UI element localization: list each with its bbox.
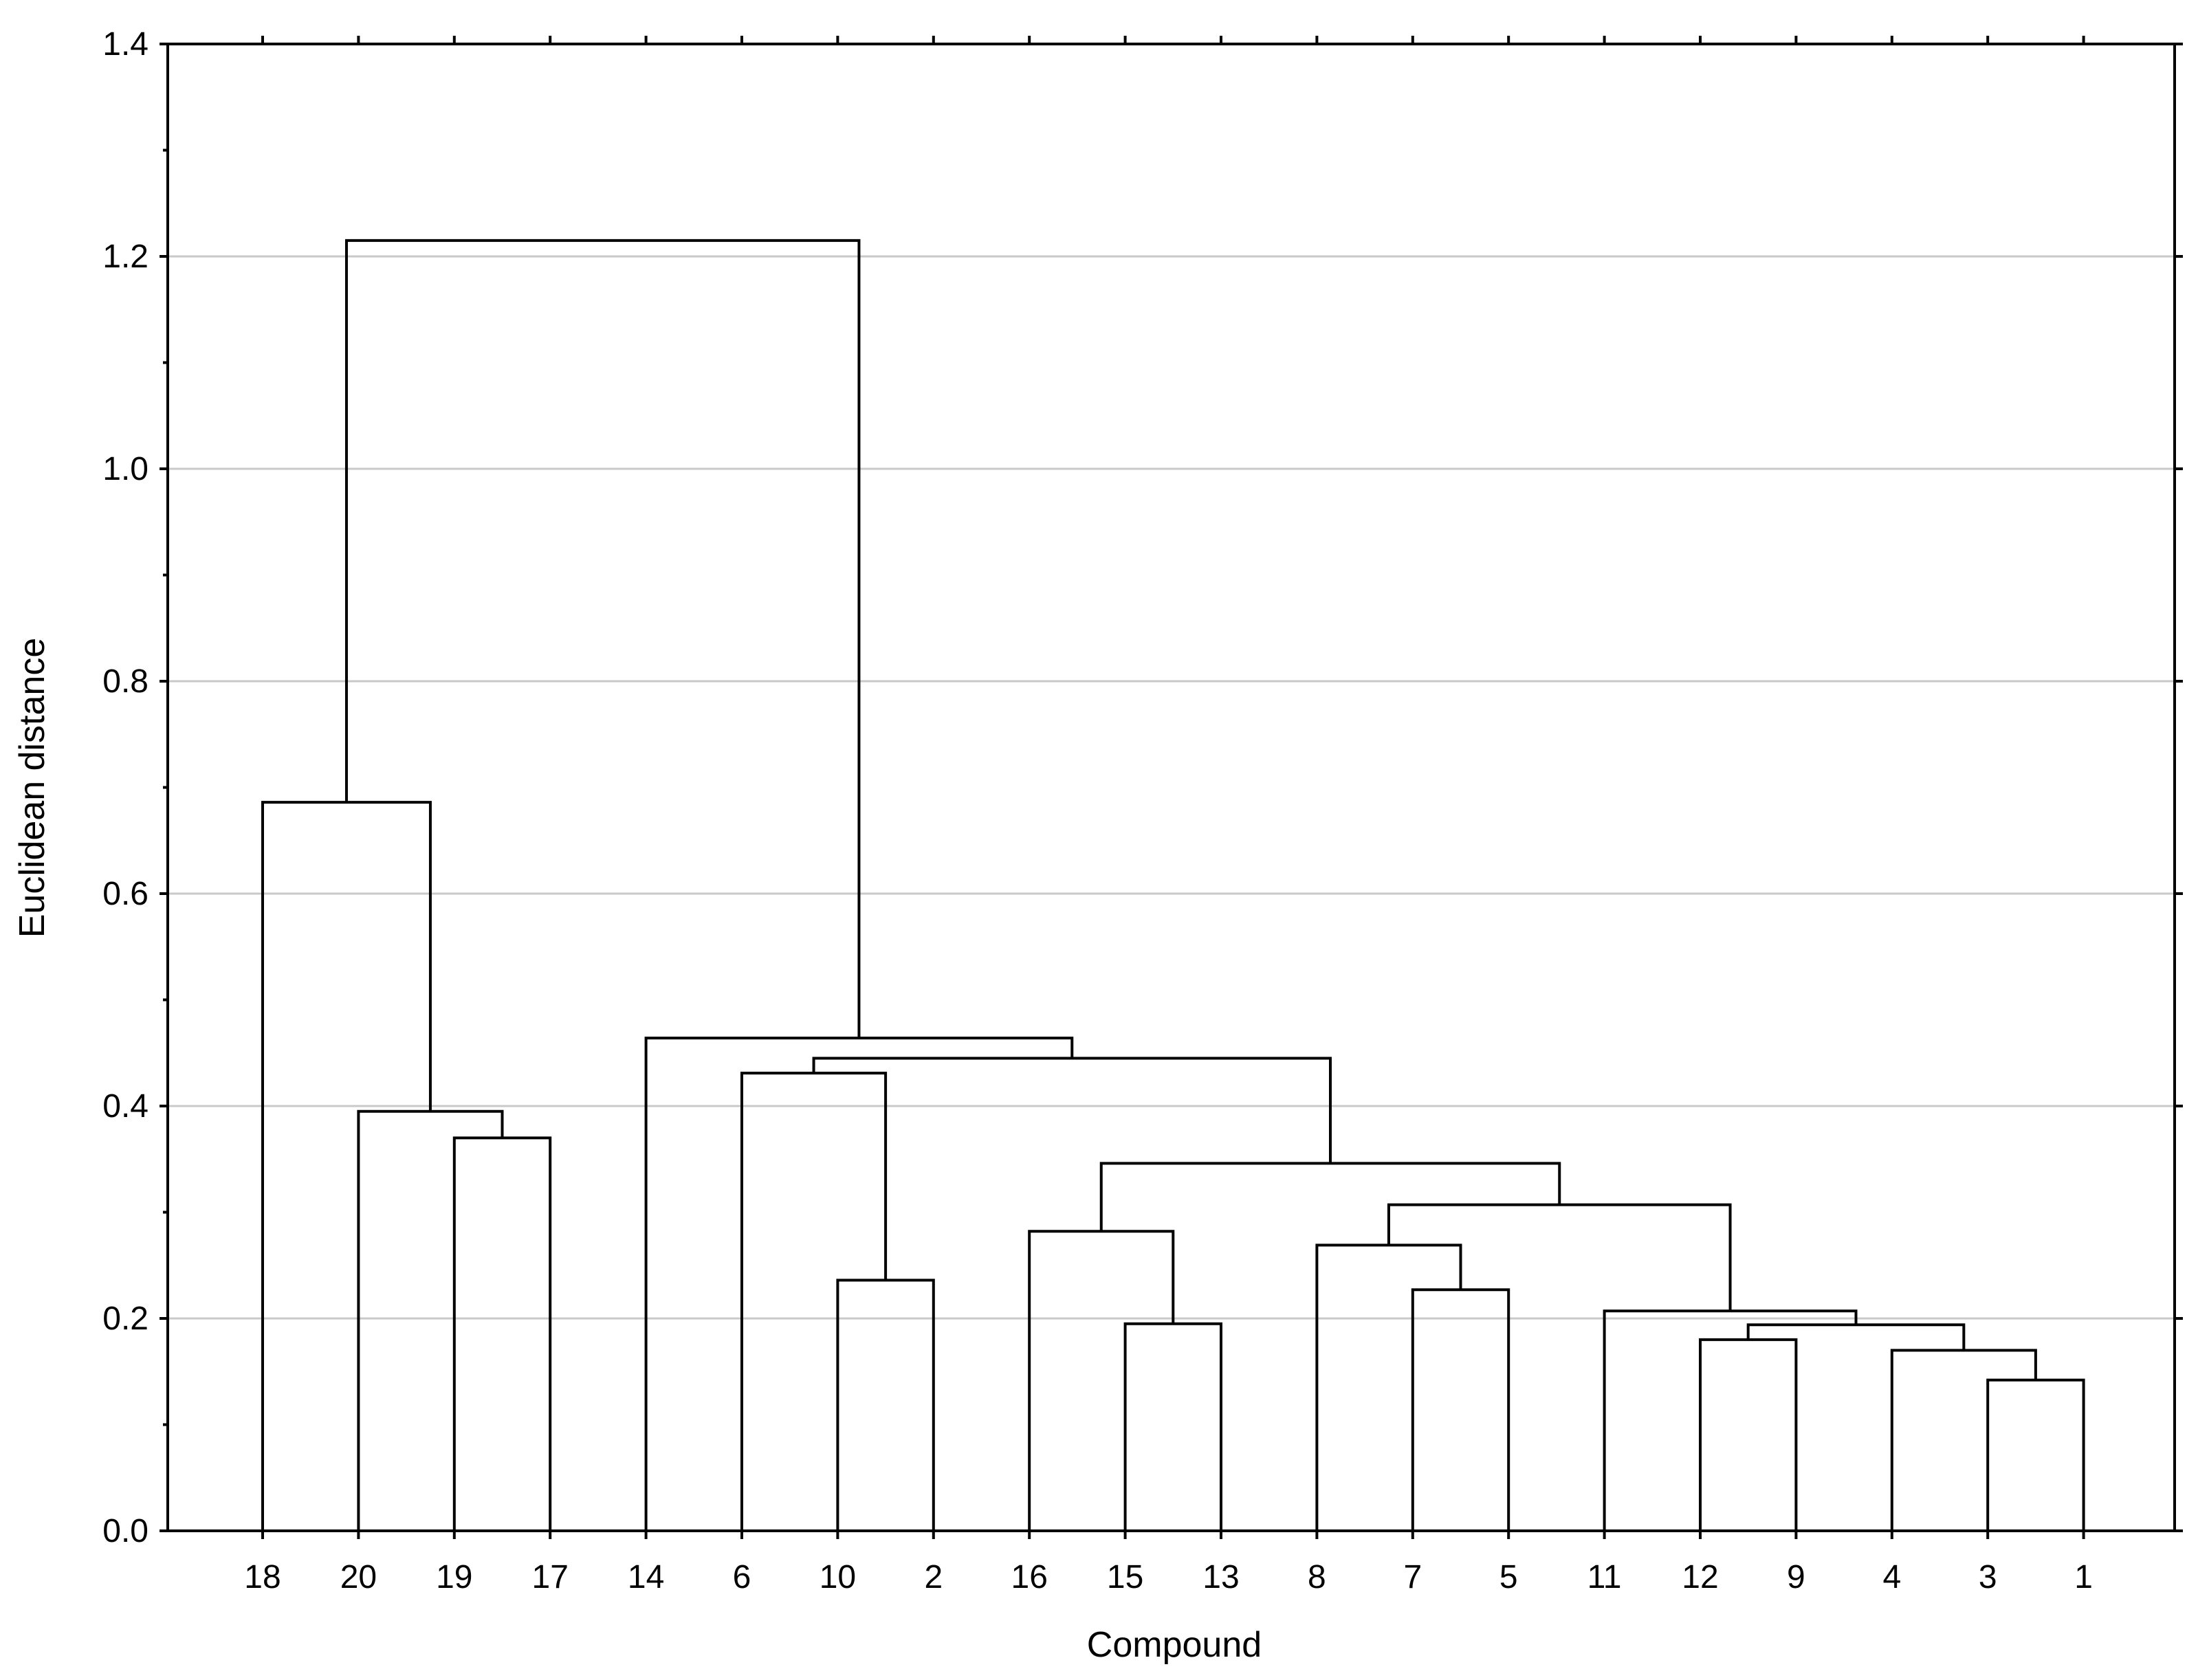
- x-tick-label-compound: 1: [2074, 1559, 2093, 1595]
- y-tick-label: 0.8: [102, 663, 149, 700]
- x-tick-label-compound: 8: [1308, 1559, 1326, 1595]
- x-tick-label-compound: 10: [820, 1559, 856, 1595]
- dendrogram-branches: [261, 239, 2085, 1531]
- branch-12-9: [1699, 1338, 1798, 1531]
- x-tick-label-compound: 17: [532, 1559, 569, 1595]
- x-tick-label-compound: 15: [1107, 1559, 1143, 1595]
- branch-3-1: [1986, 1378, 2085, 1531]
- x-tick-label-compound: 3: [1979, 1559, 1997, 1595]
- branch-15-13: [1123, 1322, 1222, 1531]
- x-tick-label-compound: 7: [1403, 1559, 1422, 1595]
- plot-frame: [166, 43, 2176, 1532]
- branch-19-17: [452, 1136, 552, 1531]
- branch-16+15+13-8+7+5+11+12+9+4+3+1: [1099, 1162, 1561, 1232]
- y-axis-title: Euclidean distance: [12, 638, 52, 938]
- x-tick-label-compound: 2: [924, 1559, 943, 1595]
- x-tick-label-compound: 12: [1682, 1559, 1718, 1595]
- branch-11-12+9+4+3+1: [1603, 1309, 1858, 1531]
- y-tick-label: 1.0: [102, 451, 149, 487]
- x-tick-label-compound: 20: [340, 1559, 377, 1595]
- x-tick-label-compound: 13: [1202, 1559, 1239, 1595]
- branch-6+10+2-16+15+13+8+7+5+11+12+9+4+3+1: [812, 1057, 1332, 1164]
- x-tick-label-compound: 14: [628, 1559, 664, 1595]
- y-tick-label: 0.4: [102, 1088, 149, 1125]
- grid-lines: [168, 255, 2175, 1320]
- x-tick-label-compound: 5: [1499, 1559, 1518, 1595]
- branch-18-20+19+17: [261, 801, 432, 1531]
- branch-4-3+1: [1890, 1349, 2037, 1531]
- x-tick-label-compound: 18: [244, 1559, 281, 1595]
- x-axis-ticks: 18 20 19 17 14 6 10 2 16 15 13 8 7 5 11 12 9 4 3 1: [244, 36, 2093, 1595]
- y-axis-ticks: 0.0 0.2 0.4 0.6 0.8 1.0 1.2 1.4: [102, 26, 2183, 1549]
- y-tick-label: 0.6: [102, 876, 149, 912]
- branch-7-5: [1411, 1288, 1510, 1531]
- y-tick-label: 0.0: [102, 1513, 149, 1549]
- branch-12+9-4+3+1: [1746, 1323, 1966, 1351]
- branch-8+7+5-11+12+9+4+3+1: [1387, 1203, 1732, 1312]
- branch-16-15+13: [1028, 1230, 1175, 1531]
- x-tick-label-compound: 4: [1882, 1559, 1901, 1595]
- x-tick-label-compound: 11: [1587, 1559, 1622, 1595]
- branch-6-10+2: [740, 1072, 888, 1531]
- x-tick-label-compound: 16: [1011, 1559, 1048, 1595]
- branch-18+20+19+17-14+6+10+2+16+15+13+8+7+5+11+12+9+4+3+1: [344, 239, 861, 1039]
- branch-8-7+5: [1315, 1244, 1462, 1531]
- y-tick-label: 1.2: [102, 239, 149, 275]
- y-tick-label: 1.4: [102, 26, 149, 63]
- branch-14-6+10+2+16+15+13+8+7+5+11+12+9+4+3+1: [644, 1037, 1074, 1531]
- x-tick-label-compound: 9: [1787, 1559, 1805, 1595]
- y-tick-label: 0.2: [102, 1301, 149, 1337]
- x-axis-title: Compound: [1087, 1625, 1262, 1665]
- branch-20-19+17: [357, 1109, 504, 1531]
- x-tick-label-compound: 19: [436, 1559, 472, 1595]
- x-tick-label-compound: 6: [733, 1559, 751, 1595]
